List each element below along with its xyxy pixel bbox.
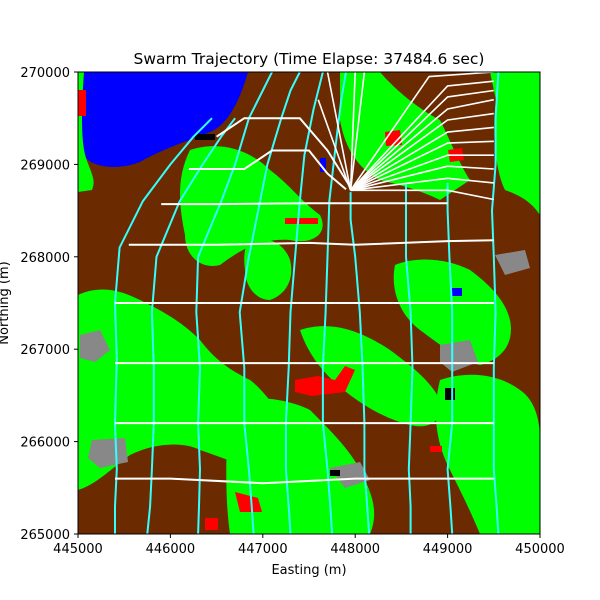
obstacle-patch: [195, 134, 215, 140]
formation-line: [188, 149, 347, 191]
vegetation-patch: [520, 430, 540, 500]
vegetation-patch: [300, 326, 441, 427]
vegetation-patch: [435, 374, 540, 534]
fan-line: [349, 72, 366, 191]
trajectory-line: [491, 72, 500, 534]
rock-patch: [495, 250, 530, 275]
plot-area: [78, 72, 540, 534]
formation-line: [128, 239, 494, 246]
trajectory-line: [195, 72, 273, 534]
lake-region: [82, 72, 248, 167]
fan-line: [350, 80, 494, 191]
fan-line: [350, 165, 494, 192]
hazard-patch: [285, 218, 318, 224]
rock-patch: [88, 438, 128, 468]
fan-layer: [317, 72, 494, 201]
fan-line: [350, 189, 494, 201]
hazard-patch: [295, 366, 355, 396]
vegetation-patch: [78, 378, 122, 439]
fan-line: [350, 126, 494, 191]
fan-line: [350, 112, 494, 191]
x-tick-label: 449000: [423, 542, 473, 557]
vegetation-patch: [226, 398, 375, 534]
hazard-patch: [235, 492, 262, 512]
trajectory-line: [349, 192, 371, 534]
formation-line: [216, 117, 352, 189]
y-axis-label: Northing (m): [0, 261, 12, 344]
plot-frame: [77, 71, 541, 535]
fan-line: [349, 72, 356, 191]
chart-title: Swarm Trajectory (Time Elapse: 37484.6 s…: [134, 50, 485, 68]
x-tick-label: 447000: [238, 542, 288, 557]
fan-line: [350, 140, 494, 192]
land-cover-layer: [78, 72, 540, 534]
formation-line: [161, 202, 448, 206]
y-tick-label: 269000: [20, 158, 70, 173]
rock-patch: [330, 462, 370, 488]
obstacle-patch: [445, 388, 455, 400]
y-axis: 265000 266000 267000 268000 269000 270000: [20, 66, 78, 543]
formation-line: [115, 477, 494, 485]
vegetation-patch: [490, 72, 540, 215]
x-tick-label: 450000: [515, 542, 565, 557]
y-tick-label: 265000: [20, 528, 70, 543]
fan-line: [350, 98, 494, 191]
hazard-patch: [78, 90, 86, 116]
x-axis-label: Easting (m): [271, 563, 346, 578]
trajectory-line: [238, 72, 301, 534]
fan-line: [326, 72, 352, 191]
fan-line: [350, 154, 494, 192]
hazard-patch: [205, 518, 218, 530]
obstacle-patch: [330, 470, 340, 476]
rock-patch: [80, 330, 110, 362]
water-pond: [452, 288, 462, 296]
trajectory-line: [146, 117, 236, 534]
y-tick-label: 268000: [20, 251, 70, 266]
x-tick-label: 445000: [53, 542, 103, 557]
fan-line: [349, 72, 494, 191]
fan-line: [317, 99, 352, 191]
vegetation-patch: [244, 238, 292, 300]
x-tick-label: 448000: [330, 542, 380, 557]
trajectory-line: [446, 182, 454, 534]
x-tick-label: 446000: [146, 542, 196, 557]
hazard-patch: [430, 446, 442, 452]
fan-line: [350, 89, 494, 191]
trajectory-line: [405, 182, 414, 534]
vegetation-patch: [180, 146, 323, 266]
y-tick-label: 267000: [20, 343, 70, 358]
y-tick-label: 270000: [20, 66, 70, 81]
fan-line: [350, 177, 494, 192]
y-tick-label: 266000: [20, 436, 70, 451]
formation-layer: [115, 117, 494, 485]
x-axis: 445000 446000 447000 448000 449000 450000: [53, 534, 565, 557]
